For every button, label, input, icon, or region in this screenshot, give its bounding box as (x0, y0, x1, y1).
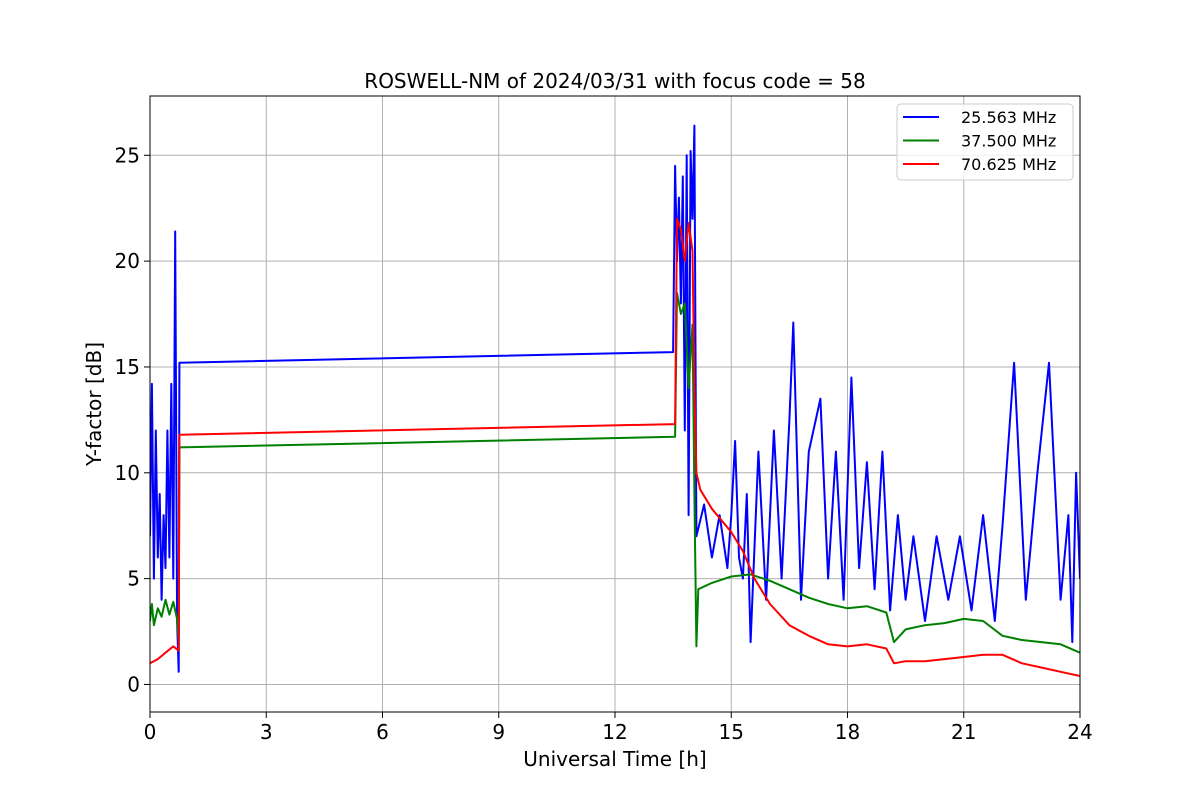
x-tick-label: 6 (376, 720, 389, 744)
legend-label: 25.563 MHz (961, 108, 1056, 127)
x-tick-label: 21 (951, 720, 976, 744)
x-axis-label: Universal Time [h] (523, 747, 706, 771)
x-tick-label: 0 (144, 720, 157, 744)
y-tick-label: 5 (127, 567, 140, 591)
y-axis-label: Y-factor [dB] (82, 342, 106, 467)
x-tick-label: 15 (719, 720, 744, 744)
y-tick-label: 10 (115, 461, 140, 485)
y-tick-label: 15 (115, 355, 140, 379)
x-tick-label: 9 (492, 720, 505, 744)
y-tick-label: 20 (115, 249, 140, 273)
series-lines (150, 124, 1080, 677)
chart-title: ROSWELL-NM of 2024/03/31 with focus code… (364, 69, 865, 93)
legend-box (896, 103, 1074, 181)
y-tick-label: 0 (127, 672, 140, 696)
x-tick-label: 24 (1067, 720, 1092, 744)
y-tick-label: 25 (115, 143, 140, 167)
series-line (150, 217, 1080, 677)
legend-label: 37.500 MHz (961, 132, 1056, 151)
x-tick-label: 18 (835, 720, 860, 744)
series-line (150, 124, 1080, 673)
legend-label: 70.625 MHz (961, 155, 1056, 174)
series-line (150, 291, 1080, 654)
plot-area: 0 3 6 9 12 15 18 21 24 0 5 10 15 20 25 (115, 95, 1093, 744)
x-tick-label: 3 (260, 720, 273, 744)
axis-ticks: 0 3 6 9 12 15 18 21 24 0 5 10 15 20 25 (115, 143, 1093, 744)
x-tick-label: 12 (602, 720, 627, 744)
legend: 25.563 MHz 37.500 MHz 70.625 MHz (896, 103, 1074, 181)
